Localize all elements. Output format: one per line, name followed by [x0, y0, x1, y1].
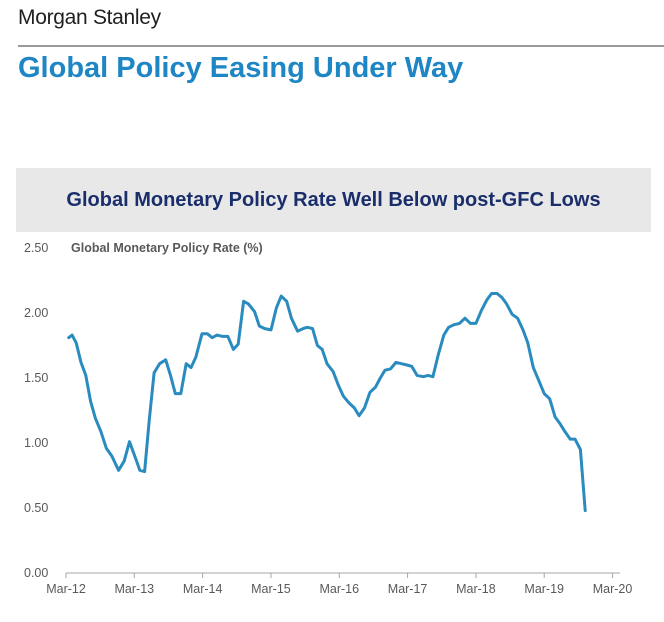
y-tick-label: 2.50	[24, 241, 48, 255]
y-tick-label: 1.00	[24, 436, 48, 450]
x-tick-label: Mar-15	[251, 582, 291, 596]
x-tick-label: Mar-17	[388, 582, 428, 596]
x-tick-label: Mar-14	[183, 582, 223, 596]
series-line-policy-rate	[67, 292, 587, 513]
y-tick-label: 1.50	[24, 371, 48, 385]
y-tick-label: 0.00	[24, 566, 48, 580]
line-chart: Global Monetary Policy Rate (%) 0.00 0.50…	[24, 241, 633, 596]
x-tick-label: Mar-12	[46, 582, 86, 596]
page-title: Global Policy Easing Under Way	[18, 52, 464, 84]
chart-title-banner: Global Monetary Policy Rate Well Below p…	[16, 168, 651, 232]
x-tick-label: Mar-13	[115, 582, 155, 596]
y-axis: 0.00 0.50 1.00 1.50 2.00 2.50	[24, 241, 48, 580]
x-tick-label: Mar-18	[456, 582, 496, 596]
y-tick-label: 2.00	[24, 306, 48, 320]
x-axis: Mar-12 Mar-13 Mar-14 Mar-15 Mar-16 Mar-17 Mar-…	[46, 572, 633, 596]
plot-area	[67, 292, 587, 513]
x-tick-label: Mar-16	[319, 582, 359, 596]
morgan-stanley-logo: Morgan Stanley	[18, 6, 161, 29]
x-tick-label: Mar-19	[524, 582, 564, 596]
series-label: Global Monetary Policy Rate (%)	[71, 241, 263, 255]
y-tick-label: 0.50	[24, 501, 48, 515]
x-tick-label: Mar-20	[593, 582, 633, 596]
header-divider	[18, 45, 664, 47]
chart-title: Global Monetary Policy Rate Well Below p…	[66, 189, 601, 211]
